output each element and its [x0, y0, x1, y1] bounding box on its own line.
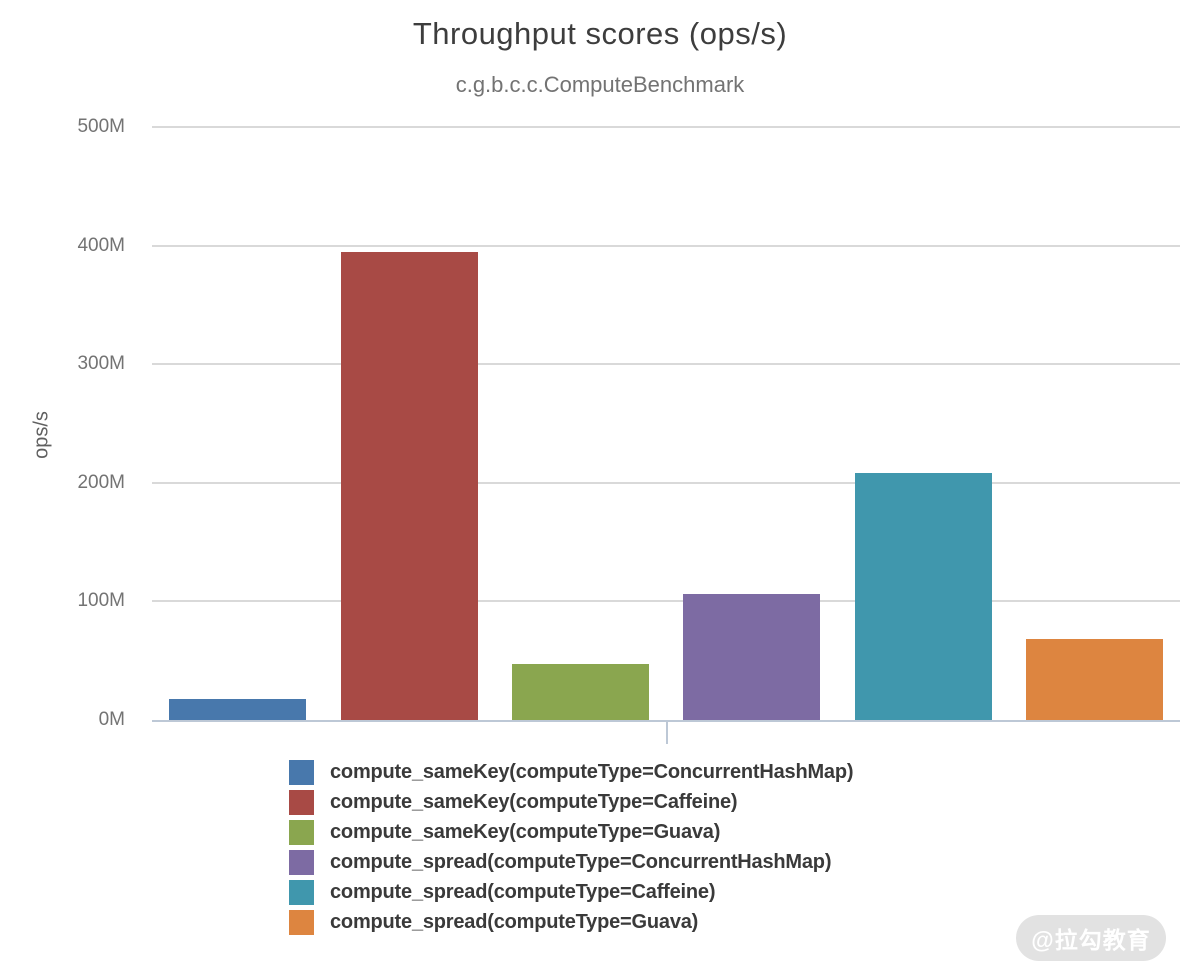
- legend-label: compute_sameKey(computeType=ConcurrentHa…: [330, 760, 854, 783]
- legend-swatch-icon: [289, 909, 314, 935]
- bar-compute_spread(computeType=Guava)[interactable]: [1025, 639, 1163, 720]
- legend-swatch-icon: [289, 849, 314, 875]
- bar-compute_spread(computeType=Caffeine)[interactable]: [854, 473, 992, 720]
- legend-label: compute_spread(computeType=ConcurrentHas…: [330, 850, 832, 873]
- legend-swatch-icon: [289, 789, 314, 815]
- chart-subtitle: c.g.b.c.c.ComputeBenchmark: [455, 72, 745, 97]
- chart-title: Throughput scores (ops/s): [412, 16, 788, 51]
- y-tick-label-100M: 100M: [77, 590, 125, 612]
- legend-item-compute_sameKey(computeType=ConcurrentHashMap)[interactable]: compute_sameKey(computeType=ConcurrentHa…: [289, 757, 854, 787]
- legend-item-compute_sameKey(computeType=Caffeine)[interactable]: compute_sameKey(computeType=Caffeine): [289, 787, 853, 817]
- plot-area: [152, 126, 1180, 744]
- y-tick-label-200M: 200M: [77, 471, 125, 493]
- y-axis-label: ops/s: [30, 411, 53, 459]
- bar-compute_sameKey(computeType=Caffeine)[interactable]: [340, 251, 478, 720]
- x-axis-tick: [666, 722, 668, 744]
- legend-swatch-icon: [289, 759, 314, 785]
- gridline-300M: [152, 363, 1180, 366]
- watermark-badge: @拉勾教育: [1016, 915, 1166, 961]
- legend-label: compute_sameKey(computeType=Guava): [330, 820, 721, 843]
- y-tick-label-400M: 400M: [77, 234, 125, 256]
- gridline-400M: [152, 244, 1180, 247]
- legend-swatch-icon: [289, 879, 314, 905]
- x-axis-line: [152, 720, 1180, 722]
- gridline-200M: [152, 481, 1180, 484]
- legend: compute_sameKey(computeType=ConcurrentHa…: [289, 757, 854, 937]
- legend-swatch-icon: [289, 819, 314, 845]
- legend-item-compute_spread(computeType=Guava)[interactable]: compute_spread(computeType=Guava): [289, 907, 853, 937]
- bar-compute_sameKey(computeType=ConcurrentHashMap)[interactable]: [169, 698, 307, 720]
- legend-item-compute_spread(computeType=ConcurrentHashMap)[interactable]: compute_spread(computeType=ConcurrentHas…: [289, 847, 853, 877]
- bar-compute_spread(computeType=ConcurrentHashMap)[interactable]: [683, 594, 821, 720]
- y-tick-label-500M: 500M: [77, 116, 125, 137]
- legend-item-compute_sameKey(computeType=Guava)[interactable]: compute_sameKey(computeType=Guava): [289, 817, 853, 847]
- legend-label: compute_spread(computeType=Guava): [330, 910, 699, 933]
- legend-item-compute_spread(computeType=Caffeine)[interactable]: compute_spread(computeType=Caffeine): [289, 877, 853, 907]
- legend-label: compute_spread(computeType=Caffeine): [330, 880, 716, 903]
- gridline-500M: [152, 126, 1180, 128]
- watermark-text: @拉勾教育: [1031, 927, 1151, 953]
- y-tick-label-300M: 300M: [77, 353, 125, 375]
- gridline-100M: [152, 600, 1180, 603]
- bar-compute_sameKey(computeType=Guava)[interactable]: [511, 664, 649, 720]
- y-tick-label-0M: 0M: [98, 709, 125, 730]
- legend-label: compute_sameKey(computeType=Caffeine): [330, 790, 738, 813]
